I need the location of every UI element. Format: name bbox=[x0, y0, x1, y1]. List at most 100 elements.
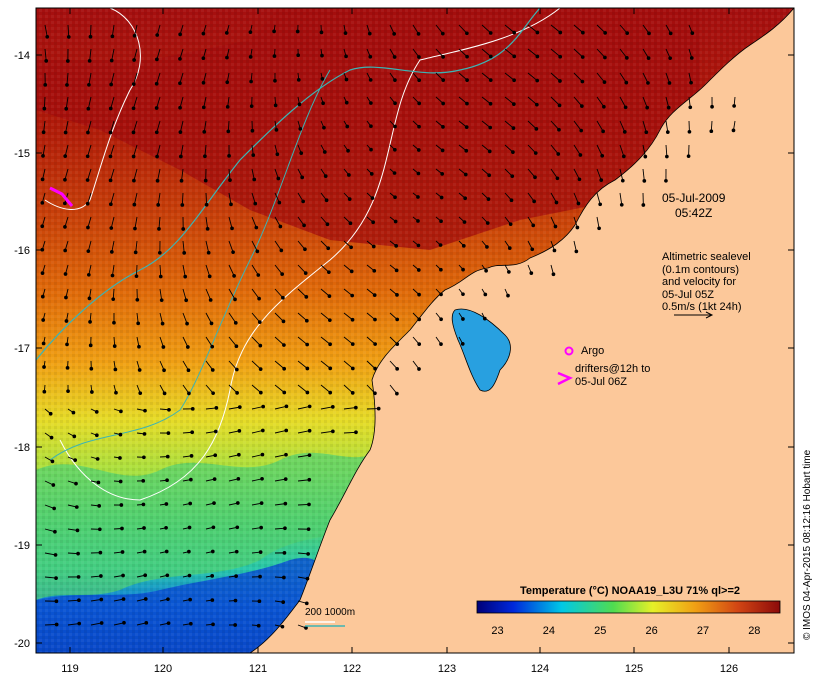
velocity-arrow-head bbox=[322, 150, 327, 154]
velocity-arrow-head bbox=[187, 573, 192, 578]
velocity-arrow-head bbox=[304, 626, 308, 630]
velocity-arrow-head bbox=[350, 391, 355, 395]
velocity-arrow-head bbox=[441, 55, 445, 59]
velocity-arrow-head bbox=[395, 391, 399, 396]
velocity-arrow-head bbox=[346, 148, 350, 153]
velocity-arrow bbox=[596, 48, 606, 58]
velocity-arrow-head bbox=[86, 225, 90, 230]
velocity-arrow-head bbox=[599, 178, 604, 182]
velocity-arrow-head bbox=[178, 81, 182, 86]
velocity-arrow bbox=[251, 216, 257, 228]
velocity-arrow-head bbox=[188, 597, 193, 602]
velocity-arrow-head bbox=[300, 175, 305, 180]
velocity-arrow-head bbox=[533, 175, 537, 180]
velocity-arrow-head bbox=[211, 391, 215, 396]
velocity-arrow-head bbox=[155, 178, 160, 183]
velocity-arrow-head bbox=[464, 125, 469, 129]
velocity-arrow-head bbox=[178, 130, 183, 134]
velocity-arrow-head bbox=[557, 127, 561, 132]
velocity-arrow-head bbox=[280, 624, 285, 629]
velocity-arrow bbox=[159, 264, 162, 277]
velocity-arrow-head bbox=[212, 477, 217, 481]
velocity-arrow-head bbox=[282, 343, 286, 347]
velocity-arrow bbox=[133, 96, 138, 109]
velocity-arrow bbox=[504, 48, 515, 57]
velocity-arrow-head bbox=[486, 197, 491, 202]
velocity-arrow-head bbox=[373, 391, 377, 396]
velocity-arrow-head bbox=[121, 573, 125, 578]
velocity-arrow-head bbox=[394, 244, 399, 248]
velocity-arrow bbox=[619, 48, 628, 59]
velocity-arrow-head bbox=[354, 430, 358, 435]
velocity-arrow bbox=[320, 360, 331, 369]
velocity-arrow-head bbox=[619, 202, 624, 207]
velocity-arrow-head bbox=[119, 503, 124, 507]
velocity-arrow-head bbox=[96, 480, 101, 485]
velocity-arrow-head bbox=[393, 195, 397, 200]
velocity-arrow bbox=[504, 96, 515, 105]
velocity-arrow bbox=[527, 96, 538, 106]
colorbar bbox=[476, 600, 781, 614]
velocity-arrow-head bbox=[63, 201, 67, 206]
velocity-arrow-head bbox=[343, 31, 348, 35]
velocity-arrow-head bbox=[668, 56, 673, 61]
velocity-arrow-head bbox=[112, 320, 116, 325]
velocity-arrow-head bbox=[350, 342, 355, 346]
velocity-arrow bbox=[550, 48, 561, 58]
velocity-arrow-head bbox=[257, 320, 262, 324]
velocity-arrow bbox=[573, 144, 581, 156]
velocity-arrow-head bbox=[535, 102, 539, 107]
velocity-arrow-head bbox=[226, 129, 231, 134]
velocity-arrow bbox=[228, 168, 231, 181]
velocity-arrow-head bbox=[132, 58, 136, 62]
velocity-arrow-head bbox=[211, 622, 215, 627]
velocity-arrow-head bbox=[417, 367, 421, 371]
velocity-arrow-head bbox=[371, 220, 376, 225]
velocity-arrow-head bbox=[284, 428, 289, 433]
velocity-arrow bbox=[274, 405, 287, 410]
velocity-arrow bbox=[642, 168, 645, 181]
velocity-arrow bbox=[320, 336, 331, 345]
velocity-arrow-head bbox=[688, 105, 693, 110]
velocity-arrow-head bbox=[232, 273, 236, 278]
velocity-arrow-head bbox=[65, 342, 69, 347]
velocity-arrow bbox=[136, 264, 138, 277]
velocity-arrow-head bbox=[233, 623, 238, 627]
velocity-arrow-head bbox=[307, 428, 312, 433]
velocity-arrow-head bbox=[164, 502, 169, 506]
velocity-arrow-head bbox=[462, 220, 467, 224]
velocity-arrow-head bbox=[201, 80, 206, 85]
velocity-arrow bbox=[320, 406, 333, 410]
velocity-arrow-head bbox=[202, 129, 207, 134]
velocity-arrow-head bbox=[86, 272, 91, 277]
velocity-arrow-head bbox=[465, 78, 469, 82]
velocity-arrow-head bbox=[303, 271, 308, 275]
altimetry-line-5: 0.5m/s (1kt 24h) bbox=[662, 301, 742, 313]
velocity-arrow-head bbox=[508, 222, 513, 227]
velocity-arrow bbox=[110, 144, 115, 157]
velocity-arrow bbox=[619, 192, 623, 205]
velocity-arrow-head bbox=[530, 247, 535, 252]
velocity-arrow bbox=[89, 48, 92, 61]
velocity-arrow-head bbox=[438, 243, 443, 247]
velocity-arrow-head bbox=[622, 130, 627, 134]
velocity-arrow bbox=[182, 288, 187, 301]
velocity-arrow bbox=[228, 360, 238, 370]
velocity-arrow-head bbox=[642, 179, 647, 183]
velocity-arrow-head bbox=[181, 227, 186, 231]
drifter-symbol bbox=[557, 371, 574, 386]
velocity-arrow-head bbox=[186, 368, 191, 373]
velocity-arrow-head bbox=[142, 455, 146, 460]
velocity-arrow-head bbox=[689, 56, 694, 60]
velocity-arrow bbox=[274, 360, 285, 370]
velocity-arrow-head bbox=[109, 249, 114, 254]
velocity-arrow-head bbox=[141, 478, 146, 483]
velocity-arrow-head bbox=[87, 82, 91, 87]
velocity-arrow-head bbox=[157, 227, 161, 231]
velocity-arrow-head bbox=[368, 78, 373, 82]
velocity-arrow-head bbox=[482, 316, 487, 321]
velocity-arrow-head bbox=[647, 31, 651, 36]
velocity-arrow-head bbox=[488, 101, 493, 106]
velocity-arrow bbox=[297, 479, 310, 482]
velocity-arrow-head bbox=[625, 31, 630, 35]
